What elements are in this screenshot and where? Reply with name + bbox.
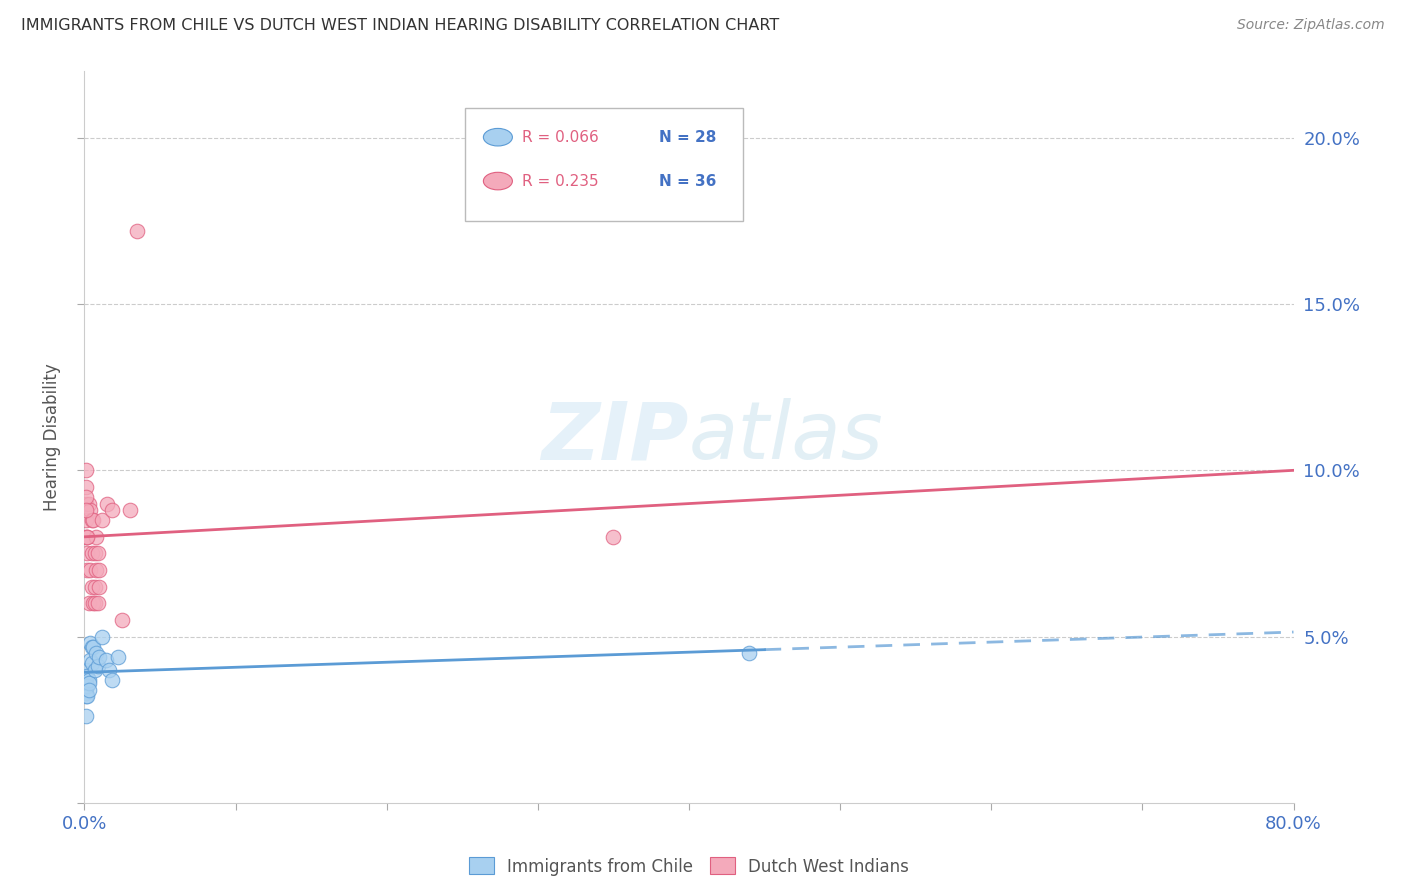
Point [75, 669, 97, 683]
Point [75, 690, 97, 704]
Point [75, 680, 97, 694]
Point [100, 673, 122, 687]
Legend: Immigrants from Chile, Dutch West Indians: Immigrants from Chile, Dutch West Indian… [463, 851, 915, 882]
Point [79, 636, 101, 650]
Point [107, 649, 129, 664]
Point [80, 546, 103, 560]
Text: atlas: atlas [689, 398, 884, 476]
Point [79, 653, 101, 667]
Point [76, 530, 98, 544]
Point [87, 596, 110, 610]
Point [77, 596, 100, 610]
Point [77, 673, 100, 687]
Point [75, 686, 97, 700]
Point [80, 513, 103, 527]
Point [75, 676, 97, 690]
Point [82, 513, 104, 527]
Text: IMMIGRANTS FROM CHILE VS DUTCH WEST INDIAN HEARING DISABILITY CORRELATION CHART: IMMIGRANTS FROM CHILE VS DUTCH WEST INDI… [21, 18, 779, 33]
Point [76, 530, 98, 544]
Point [602, 530, 624, 544]
Point [84, 546, 107, 560]
Point [80, 640, 103, 654]
Point [75, 709, 97, 723]
Point [77, 497, 100, 511]
Point [75, 663, 97, 677]
Point [79, 503, 101, 517]
Point [76, 690, 98, 704]
Point [80, 656, 103, 670]
Y-axis label: Hearing Disability: Hearing Disability [44, 363, 62, 511]
Text: Source: ZipAtlas.com: Source: ZipAtlas.com [1237, 18, 1385, 32]
Point [96, 497, 118, 511]
Point [127, 224, 149, 238]
Point [86, 563, 108, 577]
Point [86, 530, 108, 544]
Circle shape [484, 172, 512, 190]
Point [76, 563, 98, 577]
Point [77, 676, 100, 690]
Point [87, 659, 110, 673]
Point [77, 682, 100, 697]
Point [91, 630, 114, 644]
FancyBboxPatch shape [465, 108, 744, 221]
Point [75, 463, 97, 477]
Point [87, 546, 110, 560]
Text: ZIP: ZIP [541, 398, 689, 476]
Point [82, 596, 104, 610]
Point [91, 513, 114, 527]
Point [84, 663, 107, 677]
Point [89, 649, 111, 664]
Point [75, 530, 97, 544]
Point [84, 580, 107, 594]
Point [111, 613, 134, 627]
Point [75, 513, 97, 527]
Point [75, 497, 97, 511]
Text: N = 36: N = 36 [659, 174, 716, 188]
Text: R = 0.235: R = 0.235 [522, 174, 599, 188]
Point [76, 669, 98, 683]
Point [76, 546, 98, 560]
Text: R = 0.066: R = 0.066 [522, 129, 599, 145]
Text: N = 28: N = 28 [659, 129, 716, 145]
Point [76, 680, 98, 694]
Point [738, 646, 761, 660]
Circle shape [484, 128, 512, 146]
Point [100, 503, 122, 517]
Point [89, 580, 111, 594]
Point [75, 503, 97, 517]
Point [80, 580, 103, 594]
Point [94, 653, 117, 667]
Point [75, 480, 97, 494]
Point [79, 563, 101, 577]
Point [82, 640, 104, 654]
Point [118, 503, 141, 517]
Point [75, 490, 97, 504]
Point [89, 563, 111, 577]
Point [84, 596, 107, 610]
Point [86, 646, 108, 660]
Point [97, 663, 120, 677]
